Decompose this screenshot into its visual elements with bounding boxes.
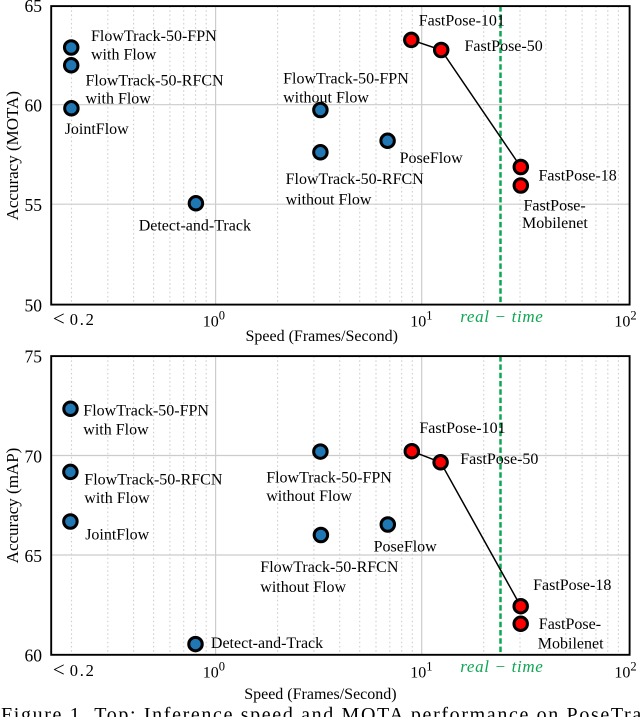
svg-text:real − time: real − time — [460, 657, 543, 676]
svg-text:FlowTrack-50-RFCN: FlowTrack-50-RFCN — [260, 559, 399, 576]
svg-text:without Flow: without Flow — [286, 191, 372, 208]
svg-text:Speed (Frames/Second): Speed (Frames/Second) — [246, 328, 398, 345]
svg-text:FlowTrack-50-FPN: FlowTrack-50-FPN — [266, 469, 392, 486]
svg-text:PoseFlow: PoseFlow — [400, 150, 464, 167]
svg-text:FlowTrack-50-RFCN: FlowTrack-50-RFCN — [86, 73, 225, 90]
svg-text:Mobilenet: Mobilenet — [522, 215, 588, 232]
svg-text:FastPose-18: FastPose-18 — [539, 168, 617, 185]
svg-text:FlowTrack-50-FPN: FlowTrack-50-FPN — [83, 403, 209, 420]
svg-text:without Flow: without Flow — [283, 89, 369, 106]
svg-text:PoseFlow: PoseFlow — [374, 539, 438, 556]
svg-text:70: 70 — [25, 446, 43, 466]
svg-text:without Flow: without Flow — [266, 488, 352, 505]
svg-text:<: < — [53, 658, 65, 682]
svg-text:65: 65 — [25, 0, 43, 16]
svg-text:with Flow: with Flow — [91, 46, 157, 63]
svg-text:55: 55 — [25, 195, 43, 215]
svg-text:FlowTrack-50-RFCN: FlowTrack-50-RFCN — [286, 171, 425, 188]
svg-text:Accuracy (mAP): Accuracy (mAP) — [3, 448, 22, 564]
svg-text:75: 75 — [25, 346, 43, 366]
svg-text:with Flow: with Flow — [86, 90, 152, 107]
svg-text:with Flow: with Flow — [84, 490, 150, 507]
svg-text:Figure 1. Top: Inference speed: Figure 1. Top: Inference speed and MOTA … — [1, 704, 640, 717]
svg-text:<: < — [53, 307, 65, 331]
svg-text:Detect-and-Track: Detect-and-Track — [211, 635, 323, 652]
svg-text:Detect-and-Track: Detect-and-Track — [139, 217, 251, 234]
svg-text:65: 65 — [25, 546, 43, 566]
svg-text:FlowTrack-50-FPN: FlowTrack-50-FPN — [283, 71, 409, 88]
svg-text:without Flow: without Flow — [260, 579, 346, 596]
svg-text:FastPose-101: FastPose-101 — [419, 12, 505, 29]
svg-text:0.2: 0.2 — [70, 661, 96, 680]
svg-text:FastPose-: FastPose- — [524, 198, 586, 215]
svg-text:FastPose-101: FastPose-101 — [419, 420, 505, 437]
svg-text:real − time: real − time — [460, 307, 543, 326]
svg-text:FlowTrack-50-RFCN: FlowTrack-50-RFCN — [84, 471, 223, 488]
svg-text:FlowTrack-50-FPN: FlowTrack-50-FPN — [91, 28, 217, 45]
svg-text:Speed (Frames/Second): Speed (Frames/Second) — [244, 686, 396, 703]
svg-text:JointFlow: JointFlow — [85, 527, 149, 544]
svg-text:60: 60 — [25, 96, 43, 116]
svg-text:Mobilenet: Mobilenet — [538, 636, 604, 653]
svg-text:FastPose-50: FastPose-50 — [465, 38, 543, 55]
svg-text:Accuracy (MOTA): Accuracy (MOTA) — [3, 91, 22, 220]
svg-text:FastPose-: FastPose- — [539, 616, 601, 633]
svg-text:50: 50 — [25, 295, 43, 315]
svg-text:60: 60 — [25, 646, 43, 666]
svg-text:0.2: 0.2 — [70, 310, 96, 329]
svg-text:with Flow: with Flow — [83, 421, 149, 438]
svg-text:FastPose-50: FastPose-50 — [460, 451, 538, 468]
svg-text:JointFlow: JointFlow — [65, 121, 129, 138]
svg-text:FastPose-18: FastPose-18 — [533, 577, 611, 594]
